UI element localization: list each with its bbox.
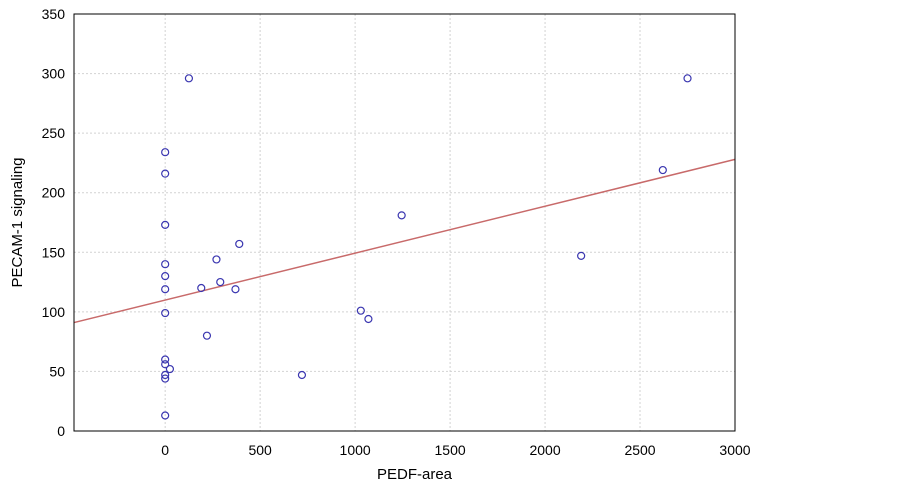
y-tick-label-5: 250 bbox=[42, 125, 66, 141]
data-point-26 bbox=[683, 74, 692, 83]
data-point-11 bbox=[161, 411, 170, 420]
data-point-3 bbox=[161, 260, 170, 269]
data-point-14 bbox=[197, 283, 206, 293]
data-point-8 bbox=[161, 360, 170, 369]
data-point-19 bbox=[235, 239, 244, 249]
y-tick-label-6: 300 bbox=[42, 66, 66, 82]
data-point-13 bbox=[184, 74, 194, 83]
y-tick-label-3: 150 bbox=[42, 244, 66, 260]
data-point-22 bbox=[364, 314, 373, 324]
plot-frame bbox=[73, 13, 736, 432]
x-tick-label-1: 500 bbox=[248, 442, 272, 458]
y-axis-title: PECAM-1 signaling bbox=[9, 157, 26, 287]
data-point-7 bbox=[161, 355, 170, 364]
x-axis-title: PEDF-area bbox=[377, 466, 453, 483]
x-tick-label-4: 2000 bbox=[529, 442, 560, 458]
x-tick-label-3: 1500 bbox=[435, 442, 466, 458]
data-point-2 bbox=[161, 220, 170, 229]
data-point-18 bbox=[231, 285, 240, 294]
x-tick-label-0: 0 bbox=[161, 442, 169, 458]
data-point-25 bbox=[658, 165, 667, 175]
data-point-4 bbox=[161, 272, 170, 281]
y-tick-label-1: 50 bbox=[49, 363, 65, 379]
data-point-10 bbox=[161, 374, 170, 383]
data-point-16 bbox=[212, 255, 221, 264]
data-point-12 bbox=[165, 364, 175, 374]
data-point-17 bbox=[216, 277, 225, 287]
data-point-5 bbox=[161, 285, 170, 294]
data-points bbox=[161, 74, 692, 420]
y-tick-label-0: 0 bbox=[57, 423, 65, 439]
data-point-23 bbox=[397, 211, 406, 220]
x-tick-labels: 0 500 1000 1500 2000 2500 3000 bbox=[161, 442, 751, 458]
y-tick-label-2: 100 bbox=[42, 304, 66, 320]
data-point-1 bbox=[161, 169, 170, 178]
x-tick-label-2: 1000 bbox=[340, 442, 371, 458]
data-point-15 bbox=[202, 331, 212, 340]
data-point-0 bbox=[161, 148, 170, 157]
y-tick-label-7: 350 bbox=[42, 6, 66, 22]
data-point-24 bbox=[577, 251, 586, 260]
y-tick-label-4: 200 bbox=[42, 185, 66, 201]
x-tick-label-5: 2500 bbox=[624, 442, 655, 458]
regression-line bbox=[73, 158, 736, 324]
data-point-20 bbox=[297, 370, 307, 380]
data-point-21 bbox=[356, 306, 365, 315]
data-point-9 bbox=[161, 370, 170, 380]
data-point-6 bbox=[161, 308, 170, 318]
x-tick-label-6: 3000 bbox=[719, 442, 750, 458]
y-tick-labels: 0 50 100 150 200 250 300 350 bbox=[42, 6, 66, 439]
